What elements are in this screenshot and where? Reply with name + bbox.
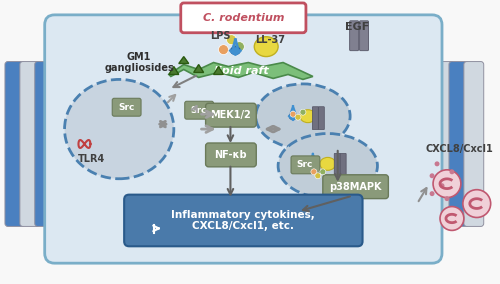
Polygon shape (214, 66, 224, 74)
Text: C. rodentium: C. rodentium (202, 13, 284, 23)
FancyBboxPatch shape (340, 153, 346, 176)
Circle shape (295, 114, 301, 120)
FancyBboxPatch shape (184, 101, 214, 119)
FancyBboxPatch shape (464, 62, 483, 226)
Text: NF-κb: NF-κb (214, 150, 247, 160)
FancyBboxPatch shape (20, 62, 40, 226)
Ellipse shape (256, 84, 350, 149)
FancyBboxPatch shape (318, 107, 324, 130)
FancyBboxPatch shape (312, 107, 318, 130)
Text: Inflammatory cytokines,
CXCL8/Cxcl1, etc.: Inflammatory cytokines, CXCL8/Cxcl1, etc… (172, 210, 315, 231)
Circle shape (320, 169, 326, 175)
Circle shape (444, 196, 450, 201)
Text: Src: Src (190, 106, 207, 115)
FancyBboxPatch shape (350, 21, 358, 51)
FancyBboxPatch shape (35, 62, 54, 226)
FancyBboxPatch shape (323, 175, 388, 199)
Circle shape (430, 173, 434, 178)
Text: p38MAPK: p38MAPK (330, 182, 382, 192)
Text: GM1
gangliosides: GM1 gangliosides (104, 52, 174, 73)
Circle shape (440, 183, 444, 188)
FancyBboxPatch shape (206, 143, 256, 167)
Circle shape (234, 42, 244, 52)
Text: Src: Src (296, 160, 313, 169)
FancyBboxPatch shape (124, 195, 362, 246)
Polygon shape (179, 57, 188, 64)
FancyBboxPatch shape (417, 62, 437, 226)
Circle shape (315, 173, 321, 179)
Circle shape (440, 206, 464, 230)
Ellipse shape (289, 113, 297, 120)
Circle shape (218, 45, 228, 55)
FancyBboxPatch shape (449, 62, 469, 226)
Ellipse shape (300, 110, 316, 123)
FancyBboxPatch shape (206, 103, 256, 127)
Polygon shape (169, 62, 313, 80)
Circle shape (430, 191, 434, 196)
FancyBboxPatch shape (181, 3, 306, 33)
Circle shape (450, 169, 454, 174)
Circle shape (434, 161, 440, 166)
Text: Src: Src (118, 103, 134, 112)
Circle shape (463, 190, 490, 218)
FancyBboxPatch shape (44, 15, 442, 263)
Circle shape (311, 169, 317, 175)
Ellipse shape (309, 160, 317, 167)
Circle shape (226, 35, 236, 45)
Ellipse shape (278, 133, 378, 198)
Ellipse shape (320, 157, 336, 170)
Text: CXCL8/Cxcl1: CXCL8/Cxcl1 (425, 144, 493, 154)
Polygon shape (194, 64, 203, 72)
Circle shape (300, 109, 306, 115)
Ellipse shape (230, 47, 240, 55)
FancyBboxPatch shape (5, 62, 25, 226)
Polygon shape (169, 66, 179, 74)
FancyBboxPatch shape (360, 21, 368, 51)
Text: MEK1/2: MEK1/2 (210, 110, 251, 120)
Text: lipid raft: lipid raft (214, 66, 268, 76)
Text: LL-37: LL-37 (255, 35, 285, 45)
FancyBboxPatch shape (334, 153, 340, 176)
Ellipse shape (64, 80, 174, 179)
Text: EGF: EGF (346, 22, 370, 32)
FancyBboxPatch shape (434, 62, 454, 226)
Text: TLR4: TLR4 (78, 154, 105, 164)
Circle shape (290, 111, 296, 117)
Circle shape (433, 170, 461, 198)
FancyBboxPatch shape (112, 98, 141, 116)
Ellipse shape (254, 37, 278, 57)
Text: LPS: LPS (210, 31, 231, 41)
FancyBboxPatch shape (291, 156, 320, 174)
